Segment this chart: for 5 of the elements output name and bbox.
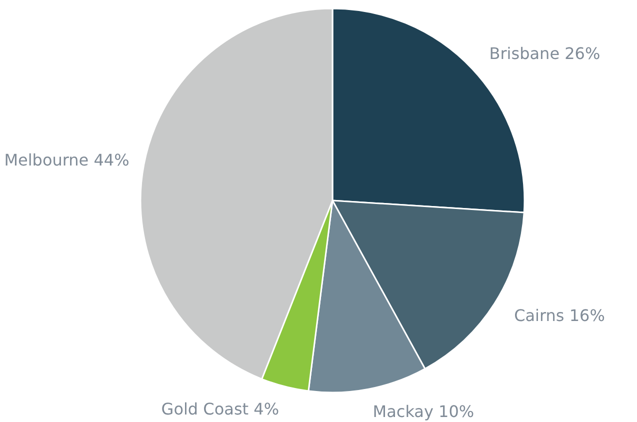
slice-label: Gold Coast 4% <box>161 399 280 418</box>
slice-label: Mackay 10% <box>372 402 474 422</box>
slice-label: Cairns 16% <box>514 306 605 326</box>
slice-label: Melbourne 44% <box>4 150 130 170</box>
slice-label: Brisbane 26% <box>489 44 600 63</box>
